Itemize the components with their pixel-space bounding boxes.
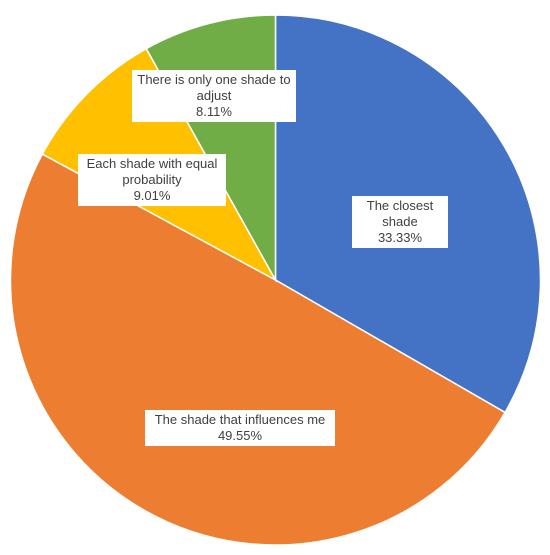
category-label: The closest shade <box>366 198 434 229</box>
data-label: Each shade with equal probability 9.01% <box>78 154 226 206</box>
pie-slice <box>9 153 507 546</box>
value-label: 9.01% <box>133 188 171 203</box>
data-label: The closest shade 33.33% <box>352 196 448 248</box>
value-label: 49.55% <box>217 428 263 443</box>
value-label: 33.33% <box>377 230 423 245</box>
data-label: There is only one shade to adjust 8.11% <box>132 70 296 122</box>
value-label: 8.11% <box>196 104 232 119</box>
category-label: Each shade with equal probability <box>86 156 218 187</box>
category-label: The shade that influences me <box>154 412 326 427</box>
data-label: The shade that influences me 49.55% <box>145 410 335 446</box>
category-label: There is only one shade to adjust <box>137 72 291 103</box>
